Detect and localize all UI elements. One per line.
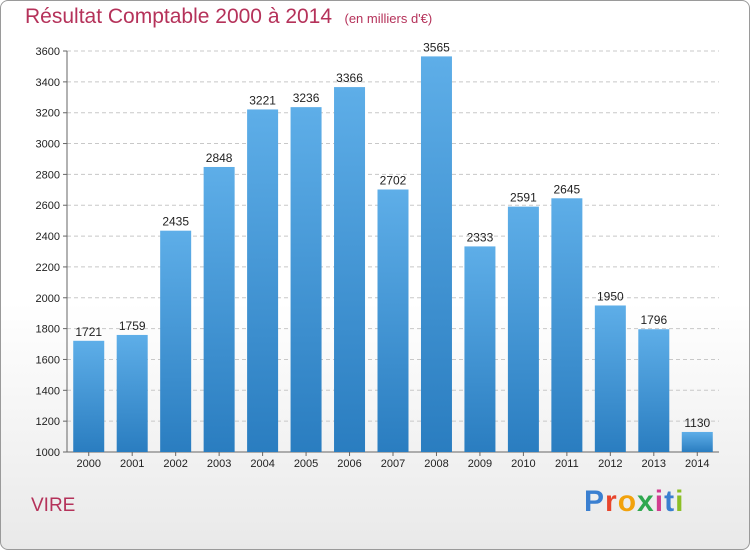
- x-tick-label: 2011: [555, 458, 579, 470]
- bar: [290, 107, 322, 452]
- y-tick-label: 2000: [36, 293, 60, 305]
- y-tick-label: 1000: [36, 447, 60, 459]
- bar: [594, 305, 626, 452]
- bar: [203, 166, 235, 452]
- data-label: 3565: [423, 40, 450, 54]
- bar: [507, 206, 539, 452]
- data-label: 2702: [380, 173, 407, 187]
- logo-letter: i: [675, 485, 685, 518]
- data-label: 1130: [684, 416, 710, 430]
- x-tick-label: 2000: [76, 458, 100, 470]
- data-label: 3236: [293, 91, 320, 105]
- bar: [334, 87, 366, 452]
- data-label: 1721: [75, 325, 102, 339]
- y-tick-label: 1600: [36, 354, 60, 366]
- y-tick-label: 3200: [36, 108, 60, 120]
- data-label: 3221: [249, 93, 276, 107]
- bar: [420, 56, 452, 453]
- logo-letter: r: [605, 485, 618, 518]
- logo-letter: P: [584, 485, 606, 518]
- x-tick-label: 2002: [163, 458, 187, 470]
- y-tick-label: 3000: [36, 139, 60, 151]
- data-label: 1950: [597, 289, 624, 303]
- x-tick-label: 2014: [685, 458, 709, 470]
- data-label: 2435: [162, 215, 189, 229]
- chart-title-block: Résultat Comptable 2000 à 2014 (en milli…: [25, 5, 432, 29]
- x-tick-label: 2009: [468, 458, 492, 470]
- bar: [377, 189, 409, 452]
- y-tick-label: 2600: [36, 200, 60, 212]
- y-tick-label: 2400: [36, 231, 60, 243]
- y-tick-label: 2800: [36, 169, 60, 181]
- bar: [116, 334, 148, 452]
- logo-letter: i: [654, 485, 665, 518]
- x-tick-label: 2013: [642, 458, 666, 470]
- x-tick-label: 2007: [381, 458, 405, 470]
- proxiti-logo[interactable]: Proxiti: [584, 485, 684, 519]
- bar: [73, 340, 105, 452]
- bar: [464, 246, 496, 452]
- logo-letter: x: [637, 485, 655, 518]
- y-tick-label: 1800: [36, 324, 60, 336]
- chart-title: Résultat Comptable 2000 à 2014: [25, 5, 333, 28]
- x-tick-label: 2010: [511, 458, 535, 470]
- y-tick-label: 2200: [36, 262, 60, 274]
- data-label: 2333: [467, 230, 494, 244]
- x-tick-label: 2005: [294, 458, 318, 470]
- logo-letter: o: [617, 485, 638, 518]
- y-tick-label: 1400: [36, 385, 60, 397]
- x-tick-label: 2001: [120, 458, 144, 470]
- x-tick-label: 2006: [337, 458, 361, 470]
- bar: [551, 198, 583, 452]
- y-tick-label: 3600: [36, 46, 60, 58]
- bars: [73, 56, 713, 453]
- data-labels: 1721 1759 2435 2848 3221 3236 3366 2702 3565 2333…: [75, 40, 710, 430]
- y-tick-label: 1200: [36, 416, 60, 428]
- x-tick-label: 2004: [250, 458, 274, 470]
- data-label: 1796: [640, 313, 667, 327]
- x-tick-label: 2012: [598, 458, 622, 470]
- commune-name: VIRE: [31, 495, 76, 516]
- data-label: 1759: [119, 319, 146, 333]
- bar: [681, 431, 713, 452]
- axes: 1000 1200 1400 1600 1800 2000 2200 2400 2600 2800…: [36, 46, 719, 470]
- y-tick-label: 3400: [36, 77, 60, 89]
- data-label: 2645: [554, 182, 581, 196]
- x-tick-label: 2003: [207, 458, 231, 470]
- data-label: 2848: [206, 151, 233, 165]
- data-label: 3366: [336, 71, 363, 85]
- bar: [247, 109, 279, 452]
- data-label: 2591: [510, 191, 537, 205]
- bar: [638, 329, 670, 452]
- logo-letter: t: [664, 485, 676, 518]
- chart-subtitle: (en milliers d'€): [344, 11, 433, 26]
- bar: [160, 230, 192, 452]
- x-tick-label: 2008: [424, 458, 448, 470]
